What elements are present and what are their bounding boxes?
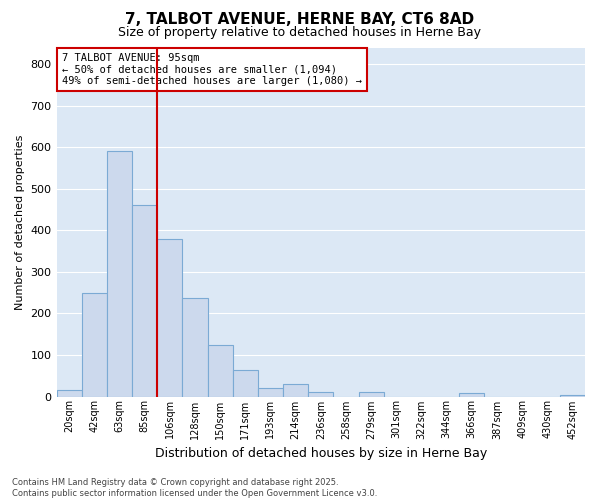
Bar [459,393,484,396]
Bar [107,152,132,396]
Text: Size of property relative to detached houses in Herne Bay: Size of property relative to detached ho… [119,26,482,39]
Bar [132,206,157,396]
Text: 7, TALBOT AVENUE, HERNE BAY, CT6 8AD: 7, TALBOT AVENUE, HERNE BAY, CT6 8AD [125,12,475,28]
Y-axis label: Number of detached properties: Number of detached properties [15,134,25,310]
Text: 7 TALBOT AVENUE: 95sqm
← 50% of detached houses are smaller (1,094)
49% of semi-: 7 TALBOT AVENUE: 95sqm ← 50% of detached… [62,52,362,86]
Bar [208,344,233,397]
Bar [82,292,107,397]
Bar [182,298,208,396]
Bar [233,370,258,396]
Bar [560,395,585,396]
Bar [258,388,283,396]
Text: Contains HM Land Registry data © Crown copyright and database right 2025.
Contai: Contains HM Land Registry data © Crown c… [12,478,377,498]
Bar [157,238,182,396]
Bar [283,384,308,396]
X-axis label: Distribution of detached houses by size in Herne Bay: Distribution of detached houses by size … [155,447,487,460]
Bar [56,390,82,396]
Bar [359,392,383,396]
Bar [308,392,334,396]
